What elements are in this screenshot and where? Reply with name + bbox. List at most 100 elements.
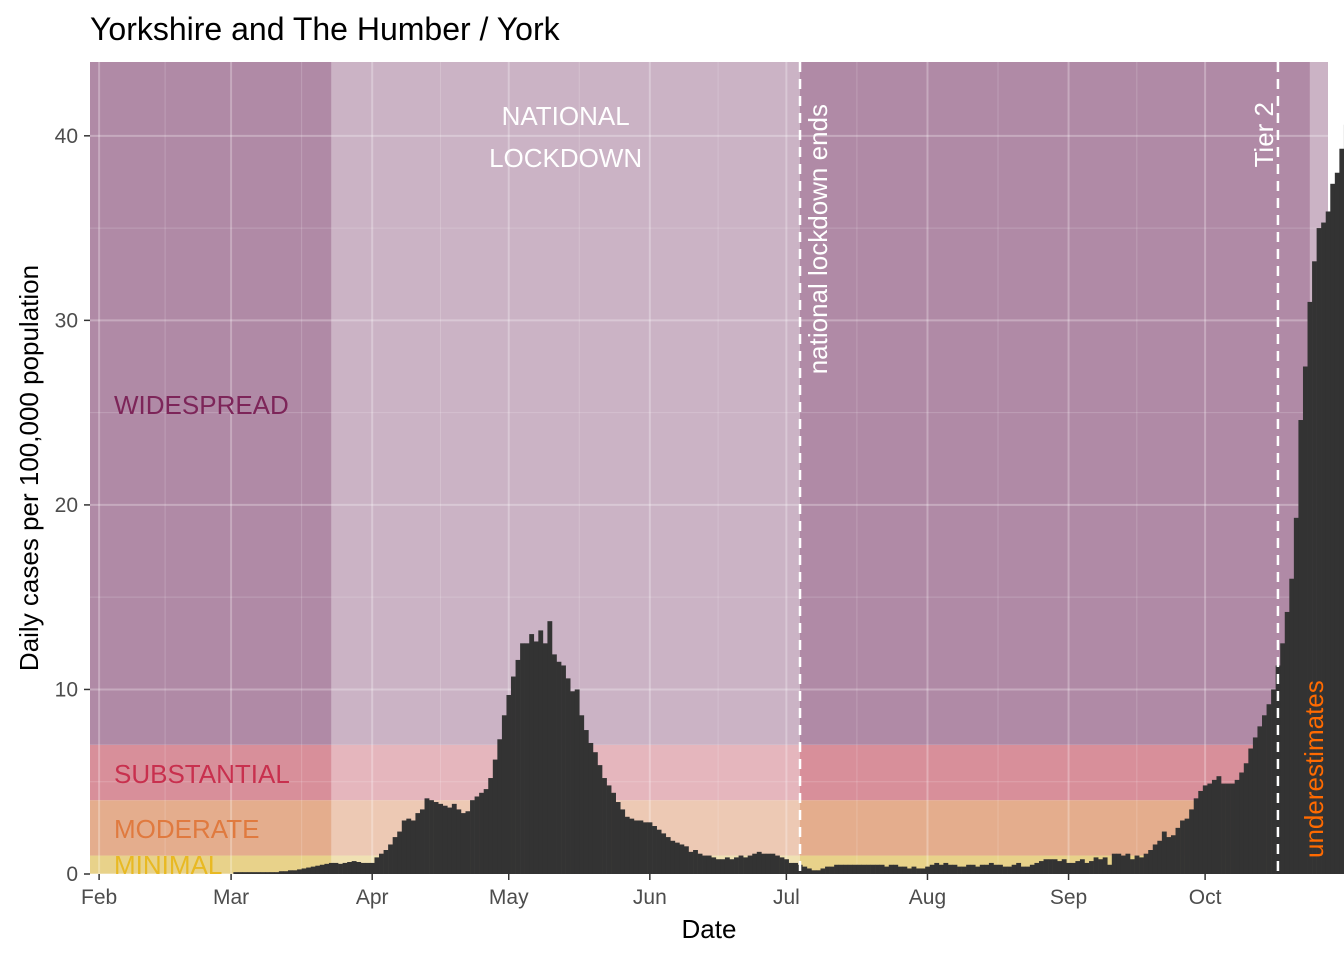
bar xyxy=(961,866,967,874)
bar xyxy=(574,689,580,874)
bar xyxy=(674,842,680,874)
bar xyxy=(966,864,972,874)
bar xyxy=(1257,726,1263,874)
bar xyxy=(1066,862,1072,874)
x-axis-title: Date xyxy=(682,914,737,944)
bar xyxy=(506,694,512,874)
bar xyxy=(1221,783,1226,874)
bar xyxy=(620,809,626,874)
bar xyxy=(451,803,457,874)
bar xyxy=(365,862,371,874)
bar xyxy=(984,864,990,874)
bar xyxy=(602,778,607,874)
bar xyxy=(784,859,789,874)
bar xyxy=(1175,827,1181,874)
band-labels: national lockdown ends Tier 2 NATIONAL LOCK… xyxy=(114,101,1329,880)
bar xyxy=(1084,862,1090,874)
bar xyxy=(1230,783,1235,874)
plot-panel: national lockdown ends Tier 2 NATIONAL LOCK… xyxy=(90,62,1344,880)
event-label-tier-2: Tier 2 xyxy=(1249,102,1279,168)
bar xyxy=(1234,779,1240,874)
bar xyxy=(424,798,430,874)
bar xyxy=(315,865,321,874)
bar xyxy=(1339,148,1344,875)
x-tick-label: Jun xyxy=(633,886,667,909)
bar xyxy=(970,864,976,874)
bar xyxy=(515,659,521,874)
bar xyxy=(825,866,830,874)
bar xyxy=(360,862,366,874)
bar xyxy=(1302,366,1308,874)
bar xyxy=(643,822,648,874)
bar xyxy=(1075,861,1081,874)
bar xyxy=(897,866,903,874)
bar xyxy=(324,863,330,874)
bar xyxy=(233,872,239,874)
bar xyxy=(875,864,880,874)
bar xyxy=(998,864,1003,874)
bar xyxy=(1157,840,1163,874)
bar xyxy=(729,859,735,874)
bar xyxy=(615,802,621,874)
bar xyxy=(934,862,940,874)
bar xyxy=(683,846,689,874)
bar xyxy=(1098,859,1103,874)
bar xyxy=(1321,222,1327,875)
bar xyxy=(561,665,566,874)
band-label-moderate: MODERATE xyxy=(114,814,259,844)
bar xyxy=(1025,866,1031,874)
bar xyxy=(1293,517,1299,874)
bar xyxy=(1089,861,1094,874)
bar xyxy=(256,872,261,874)
bar xyxy=(656,829,662,874)
bar xyxy=(929,864,935,874)
bar xyxy=(278,871,284,874)
bar xyxy=(356,862,362,874)
bar xyxy=(265,872,271,874)
bar xyxy=(1052,859,1058,874)
bar xyxy=(260,872,266,874)
bar xyxy=(1038,861,1044,874)
band-label-substantial: SUBSTANTIAL xyxy=(114,759,290,789)
bar xyxy=(583,730,589,874)
bar xyxy=(747,855,753,874)
y-tick-label: 20 xyxy=(55,494,78,517)
bar xyxy=(738,855,744,874)
band-widespread xyxy=(90,62,1328,745)
bar xyxy=(347,862,353,874)
bar xyxy=(1334,172,1340,875)
bar xyxy=(665,837,671,874)
bar xyxy=(734,857,739,874)
bar xyxy=(711,857,717,874)
bar xyxy=(524,643,530,874)
bar xyxy=(1239,772,1245,874)
bar xyxy=(1102,857,1108,874)
bar xyxy=(1070,862,1076,874)
lockdown-label-line: LOCKDOWN xyxy=(489,143,642,173)
bar xyxy=(1243,763,1249,874)
bar xyxy=(269,872,275,874)
bar xyxy=(720,859,726,874)
y-axis-title: Daily cases per 100,000 population xyxy=(14,265,44,671)
bar xyxy=(474,796,480,874)
x-axis: Feb Mar Apr May Jun Jul Aug Sep Oct xyxy=(81,874,1222,909)
bar xyxy=(652,826,657,874)
bar xyxy=(911,866,917,874)
bar xyxy=(1330,183,1336,875)
bar xyxy=(1002,866,1008,874)
bar xyxy=(410,820,416,874)
bar xyxy=(251,872,257,874)
bar xyxy=(483,789,489,874)
bar xyxy=(338,863,343,874)
bar xyxy=(679,844,685,874)
bar xyxy=(287,870,293,874)
band-label-widespread: WIDESPREAD xyxy=(114,390,289,420)
bar xyxy=(1166,837,1172,874)
bar xyxy=(993,864,999,874)
bar xyxy=(902,866,908,874)
bar xyxy=(529,634,535,874)
bar xyxy=(538,630,544,874)
bar xyxy=(565,678,571,874)
bar xyxy=(852,864,858,874)
bar xyxy=(1116,853,1122,874)
